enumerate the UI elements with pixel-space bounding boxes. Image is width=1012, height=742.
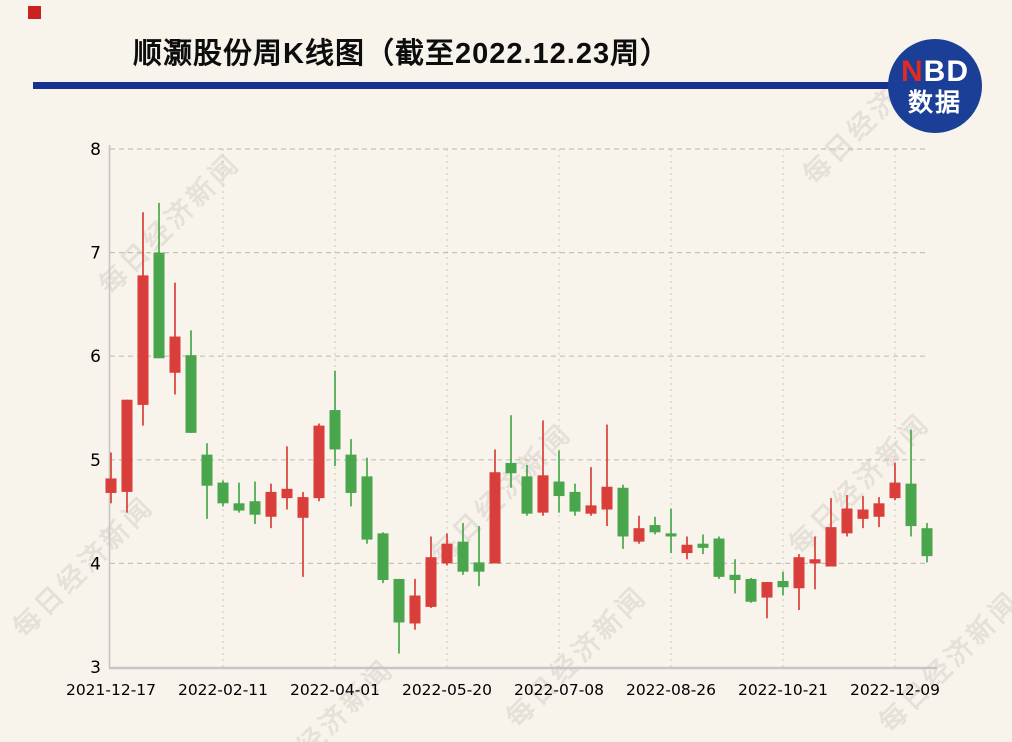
svg-text:2021-12-17: 2021-12-17 <box>66 681 156 699</box>
svg-text:4: 4 <box>90 554 101 574</box>
svg-text:2022-12-09: 2022-12-09 <box>850 681 940 699</box>
svg-text:2022-07-08: 2022-07-08 <box>514 681 604 699</box>
title-underline-bar <box>33 82 891 89</box>
svg-text:2022-08-26: 2022-08-26 <box>626 681 716 699</box>
svg-text:8: 8 <box>90 140 101 160</box>
nbd-logo-line1: NBD <box>900 54 969 88</box>
corner-square-decoration <box>28 6 41 19</box>
nbd-logo-line2: 数据 <box>907 88 962 117</box>
svg-text:5: 5 <box>90 451 101 471</box>
nbd-logo-letters-bd: BD <box>923 54 969 88</box>
svg-text:6: 6 <box>90 347 101 367</box>
svg-text:2022-02-11: 2022-02-11 <box>178 681 268 699</box>
svg-text:2022-10-21: 2022-10-21 <box>738 681 828 699</box>
svg-text:3: 3 <box>90 658 101 678</box>
chart-title: 顺灏股份周K线图（截至2022.12.23周） <box>133 38 671 70</box>
nbd-logo: NBD 数据 <box>888 39 982 133</box>
svg-text:2022-04-01: 2022-04-01 <box>290 681 380 699</box>
svg-text:2022-05-20: 2022-05-20 <box>402 681 492 699</box>
svg-text:7: 7 <box>90 244 101 264</box>
nbd-logo-letter-n: N <box>900 54 924 88</box>
